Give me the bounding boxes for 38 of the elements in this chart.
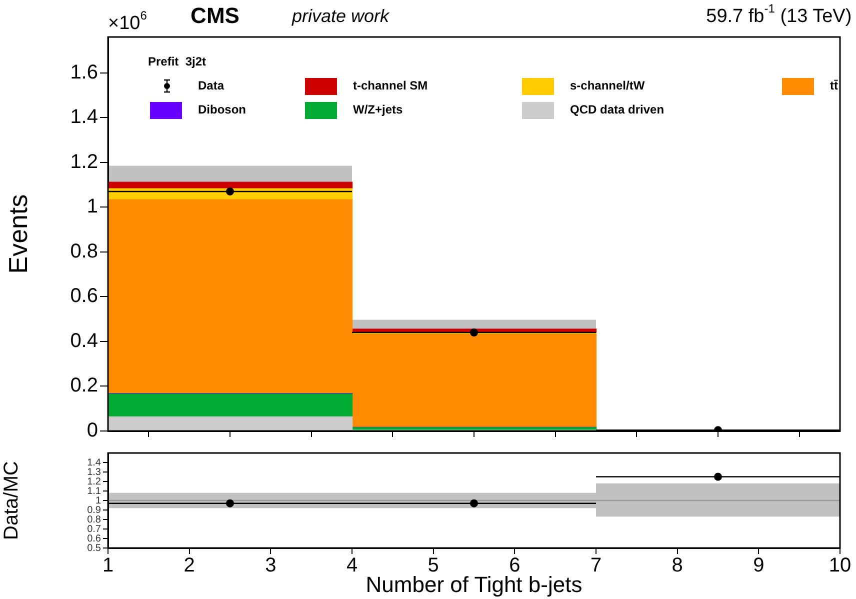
y-tick-label: 0.9 (87, 504, 102, 516)
legend-title: Prefit 3j2t (148, 54, 206, 68)
y-tick-label: 0.6 (70, 285, 98, 308)
y-tick-label: 1.3 (87, 466, 102, 478)
x-tick-label: 7 (590, 554, 602, 577)
x-tick-label: 9 (753, 554, 764, 577)
x-tick-label: 4 (346, 554, 358, 577)
y-tick-label: 1 (95, 495, 102, 506)
y-tick-label: 1.4 (70, 106, 98, 128)
legend-label: tt̄ (830, 78, 838, 92)
x-tick-label: 8 (672, 554, 683, 577)
y-tick-label: 1.6 (70, 61, 98, 84)
y-tick-label: 1.2 (70, 150, 98, 173)
legend-label: Diboson (198, 102, 246, 116)
y-tick-label: 0.8 (70, 240, 98, 262)
y-tick-label: 1.1 (87, 486, 102, 497)
legend-label: Data (198, 78, 224, 92)
chart-title: CMS (190, 3, 240, 28)
y-axis-title: Data/MC (0, 461, 23, 540)
y-tick-label: 0 (86, 420, 98, 442)
chart-subtitle: private work (291, 6, 390, 26)
legend-label: QCD data driven (570, 102, 664, 116)
x-tick-label: 2 (184, 554, 195, 577)
y-tick-label: 1.2 (87, 476, 102, 488)
y-tick-label: 0.7 (87, 524, 102, 535)
y-tick-label: 0.4 (70, 330, 98, 352)
legend-label: W/Z+jets (353, 102, 403, 116)
legend-label: s-channel/tW (570, 78, 646, 92)
legend-label: t-channel SM (353, 78, 428, 92)
y-axis-title: Events (2, 194, 33, 274)
x-tick-label: 10 (828, 554, 852, 577)
y-tick-label: 0.8 (87, 514, 102, 526)
x-tick-label: 3 (265, 554, 276, 577)
y-tick-label: 0.6 (87, 533, 102, 544)
y-tick-label: 1.4 (87, 457, 102, 468)
y-tick-label: 1 (86, 196, 98, 218)
y-tick-label: 0.2 (70, 374, 98, 397)
y-tick-label: 0.5 (87, 542, 102, 554)
